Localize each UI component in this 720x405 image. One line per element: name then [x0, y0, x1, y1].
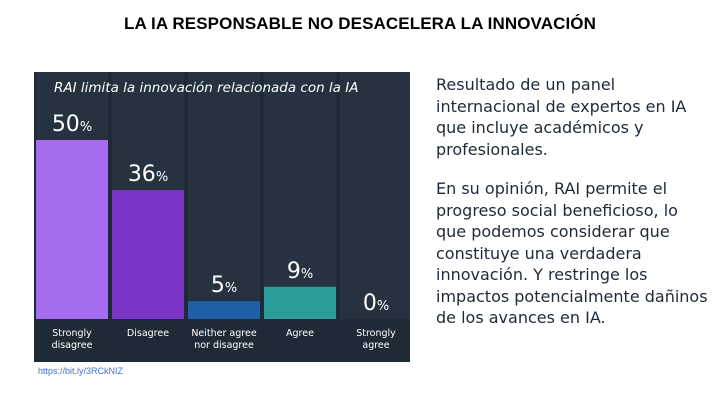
bar-disagree	[112, 190, 184, 319]
column-bg-strongly-agree	[340, 72, 410, 319]
value-label-agree: 9%	[286, 258, 314, 284]
bar-strongly-disagree	[36, 140, 108, 319]
category-label-agree: Agree	[286, 328, 314, 339]
source-link[interactable]: https://bit.ly/3RCkNIZ	[38, 366, 124, 376]
chart-title: RAI limita la innovación relacionada con…	[54, 80, 359, 96]
category-label-strongly-agree: Strongly agree	[356, 328, 396, 351]
chart-panel: RAI limita la innovación relacionada con…	[34, 72, 410, 362]
description-paragraph-2: En su opinión, RAI permite el progreso s…	[436, 179, 708, 327]
category-label-neither: Neither agree nor disagree	[191, 328, 257, 351]
value-label-strongly-agree: 0%	[362, 291, 390, 316]
column-bg-agree	[264, 72, 336, 319]
bar-agree	[264, 286, 336, 319]
description-paragraph-1: Resultado de un panel internacional de e…	[436, 75, 687, 159]
slide-title: LA IA RESPONSABLE NO DESACELERA LA INNOV…	[123, 14, 597, 33]
description-text: Resultado de un panel internacional de e…	[436, 74, 712, 329]
category-label-strongly-disagree: Strongly disagree	[51, 328, 93, 351]
value-label-strongly-disagree: 50%	[51, 112, 93, 137]
category-label-disagree: Disagree	[126, 328, 170, 339]
value-label-disagree: 36%	[127, 162, 169, 188]
value-label-neither: 5%	[210, 273, 238, 299]
column-bg-neither	[188, 72, 260, 319]
bar-neither	[188, 301, 260, 319]
bar-chart	[36, 72, 410, 319]
